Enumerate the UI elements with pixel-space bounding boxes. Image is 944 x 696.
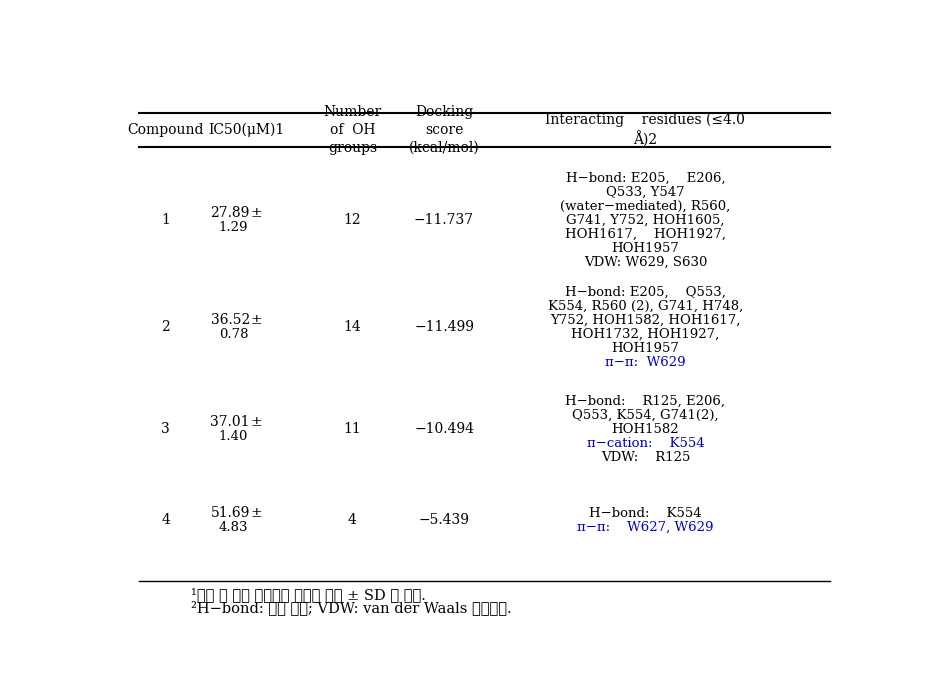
Text: HOH1617,    HOH1927,: HOH1617, HOH1927, xyxy=(565,228,725,241)
Text: 4.83: 4.83 xyxy=(218,521,248,534)
Text: ±: ± xyxy=(250,206,261,220)
Text: −11.499: −11.499 xyxy=(413,320,474,334)
Text: 11: 11 xyxy=(344,422,361,436)
Text: G741, Y752, HOH1605,: G741, Y752, HOH1605, xyxy=(565,214,724,227)
Text: ²H−bond: 수소 결합; VDW: van der Waals 상호작용.: ²H−bond: 수소 결합; VDW: van der Waals 상호작용. xyxy=(191,600,512,615)
Text: −5.439: −5.439 xyxy=(418,513,469,528)
Text: H−bond: E205,    E206,: H−bond: E205, E206, xyxy=(565,172,724,185)
Text: HOH1732, HOH1927,: HOH1732, HOH1927, xyxy=(571,328,718,341)
Text: 1.40: 1.40 xyxy=(218,429,248,443)
Text: 4: 4 xyxy=(347,513,357,528)
Text: π−cation:    K554: π−cation: K554 xyxy=(586,436,703,450)
Text: Y752, HOH1582, HOH1617,: Y752, HOH1582, HOH1617, xyxy=(549,314,740,327)
Text: −11.737: −11.737 xyxy=(413,213,474,227)
Text: 51.69: 51.69 xyxy=(211,506,249,521)
Text: 0.78: 0.78 xyxy=(218,328,248,341)
Text: −10.494: −10.494 xyxy=(413,422,474,436)
Text: HOH1957: HOH1957 xyxy=(611,242,679,255)
Text: 14: 14 xyxy=(344,320,361,334)
Text: 27.89: 27.89 xyxy=(211,206,249,220)
Text: ±: ± xyxy=(250,313,261,327)
Text: VDW: W629, S630: VDW: W629, S630 xyxy=(583,255,706,269)
Text: Q533, Y547: Q533, Y547 xyxy=(605,186,684,199)
Text: IC50(μM)1: IC50(μM)1 xyxy=(208,123,284,137)
Text: Interacting    residues (≤4.0
Å)2: Interacting residues (≤4.0 Å)2 xyxy=(545,113,745,148)
Text: VDW:    R125: VDW: R125 xyxy=(600,450,689,464)
Text: H−bond:    K554: H−bond: K554 xyxy=(588,507,701,520)
Text: Compound: Compound xyxy=(127,123,204,137)
Text: HOH1582: HOH1582 xyxy=(611,422,679,436)
Text: ±: ± xyxy=(250,506,261,521)
Text: (water−mediated), R560,: (water−mediated), R560, xyxy=(560,200,730,213)
Text: HOH1957: HOH1957 xyxy=(611,342,679,355)
Text: 12: 12 xyxy=(344,213,361,227)
Text: 37.01: 37.01 xyxy=(211,416,249,429)
Text: 4: 4 xyxy=(161,513,170,528)
Text: π−π:  W629: π−π: W629 xyxy=(604,356,685,369)
Text: 2: 2 xyxy=(161,320,170,334)
Text: 3: 3 xyxy=(161,422,170,436)
Text: H−bond:    R125, E206,: H−bond: R125, E206, xyxy=(565,395,725,408)
Text: 1.29: 1.29 xyxy=(218,221,248,234)
Text: H−bond: E205,    Q553,: H−bond: E205, Q553, xyxy=(565,286,725,299)
Text: Docking
score
(kcal/mol): Docking score (kcal/mol) xyxy=(408,105,479,155)
Text: K554, R560 (2), G741, H748,: K554, R560 (2), G741, H748, xyxy=(548,300,742,313)
Text: ±: ± xyxy=(250,416,261,429)
Text: 36.52: 36.52 xyxy=(211,313,249,327)
Text: π−π:    W627, W629: π−π: W627, W629 xyxy=(577,521,713,534)
Text: 1: 1 xyxy=(161,213,170,227)
Text: ¹값은 세 번의 독립적인 실험의 평균 ± SD 로 표현.: ¹값은 세 번의 독립적인 실험의 평균 ± SD 로 표현. xyxy=(191,587,426,602)
Text: Q553, K554, G741(2),: Q553, K554, G741(2), xyxy=(571,409,718,422)
Text: Number
of  OH
groups: Number of OH groups xyxy=(323,105,381,155)
